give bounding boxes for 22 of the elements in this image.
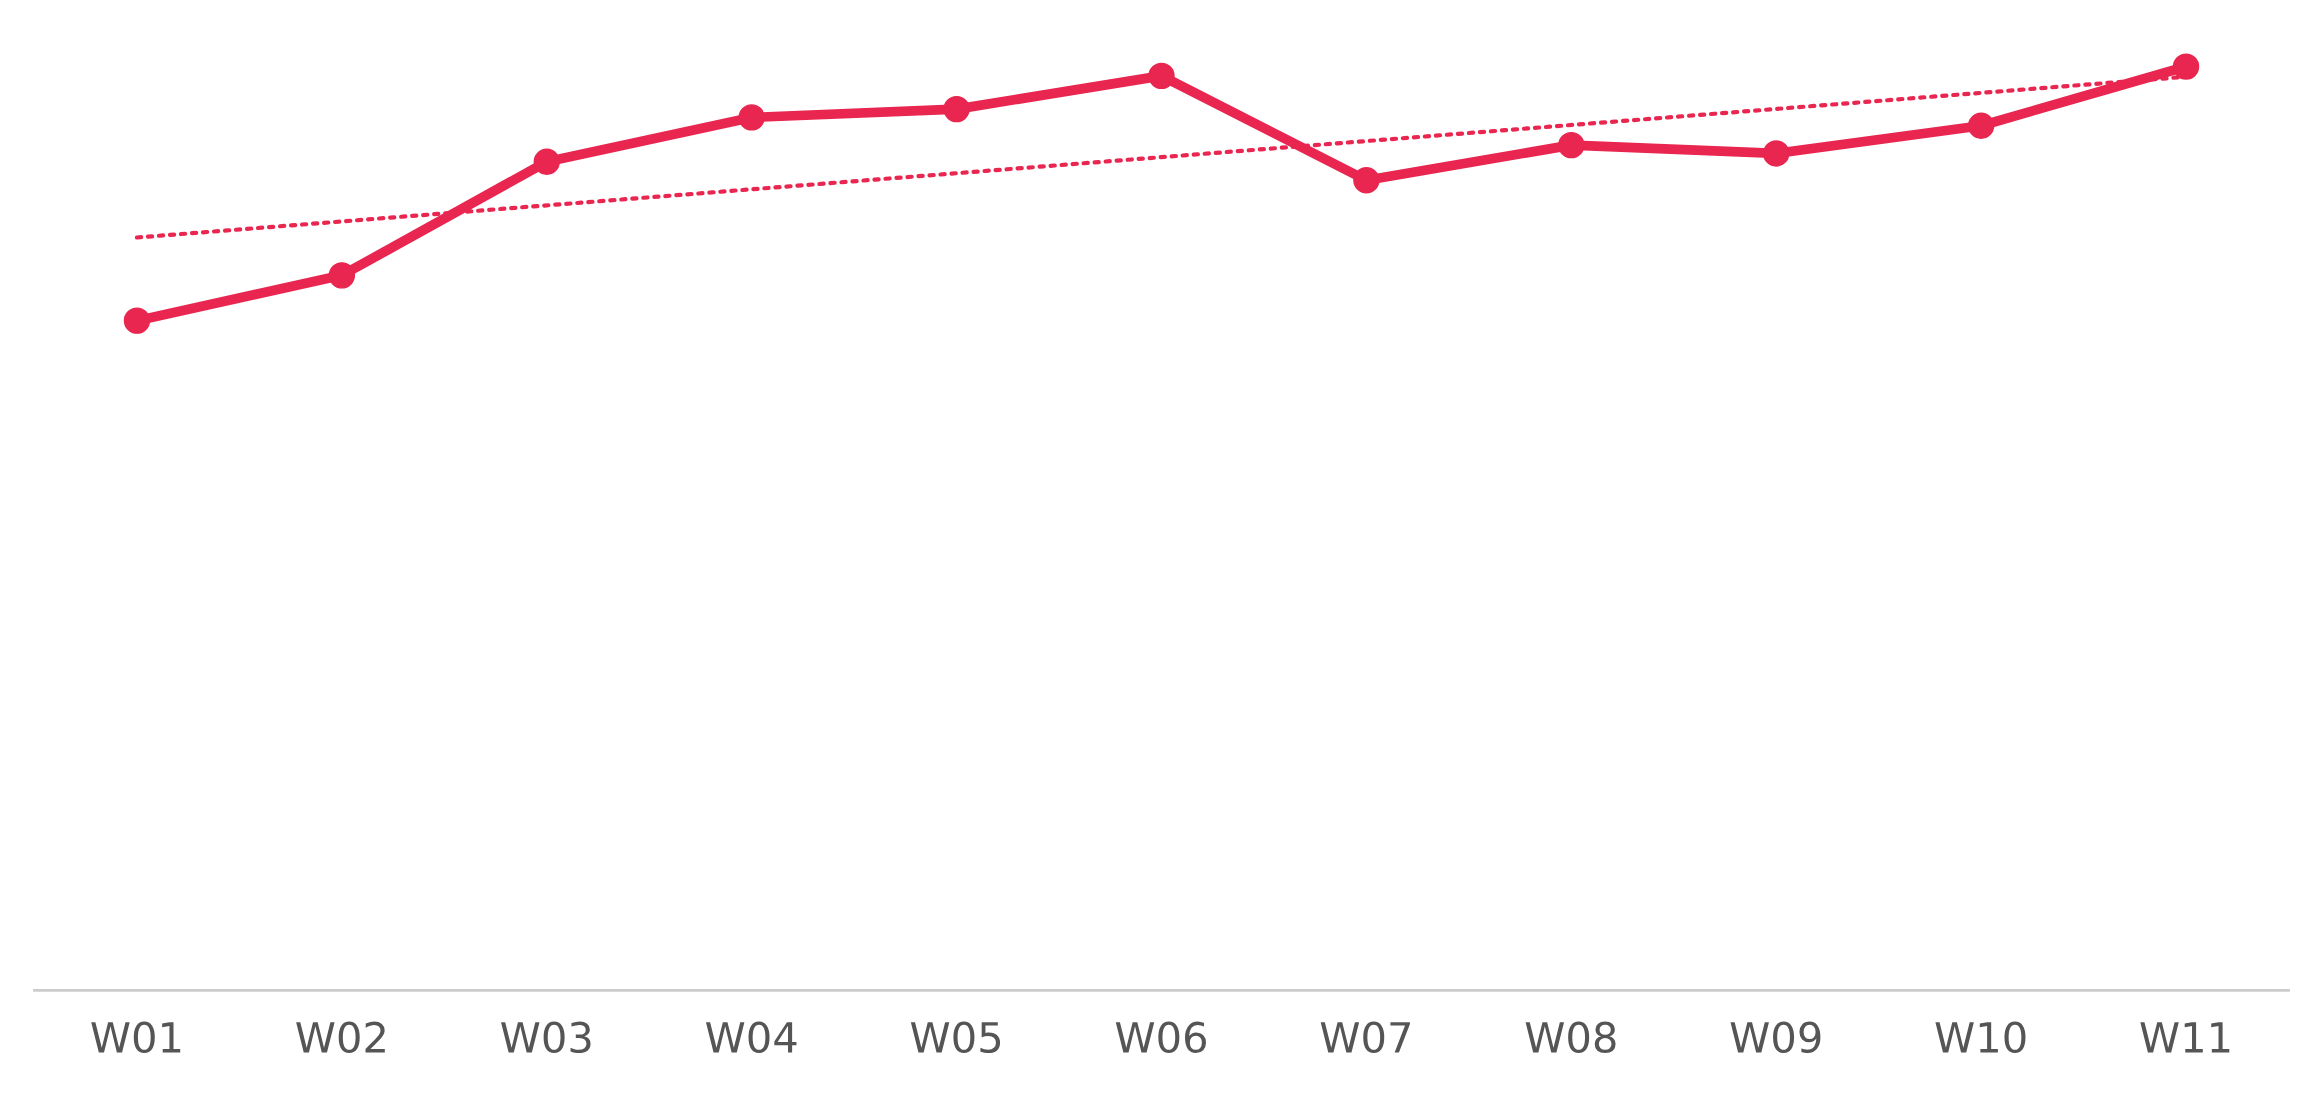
x-tick-label: W01 xyxy=(91,1021,181,1054)
x-tick-label: W06 xyxy=(1115,1021,1206,1054)
x-tick-label: W05 xyxy=(910,1021,1001,1054)
x-tick-label: W03 xyxy=(501,1021,591,1054)
point xyxy=(2172,53,2200,80)
x-tick-label: W09 xyxy=(1730,1021,1821,1054)
point xyxy=(533,148,560,175)
point xyxy=(1967,112,1995,139)
x-tick-label: W11 xyxy=(2140,1022,2230,1053)
point xyxy=(1353,167,1380,194)
point xyxy=(123,307,151,334)
point xyxy=(1148,62,1175,90)
point xyxy=(1763,140,1790,167)
point xyxy=(943,95,970,123)
point xyxy=(1558,131,1585,159)
x-tick-label: W07 xyxy=(1320,1021,1410,1054)
point xyxy=(328,262,356,289)
x-tick-label: W02 xyxy=(296,1021,385,1054)
x-tick-label: W10 xyxy=(1935,1021,2026,1054)
x-tick-label: W08 xyxy=(1525,1021,1616,1054)
point xyxy=(738,104,765,131)
x-tick-label: W04 xyxy=(705,1021,797,1054)
